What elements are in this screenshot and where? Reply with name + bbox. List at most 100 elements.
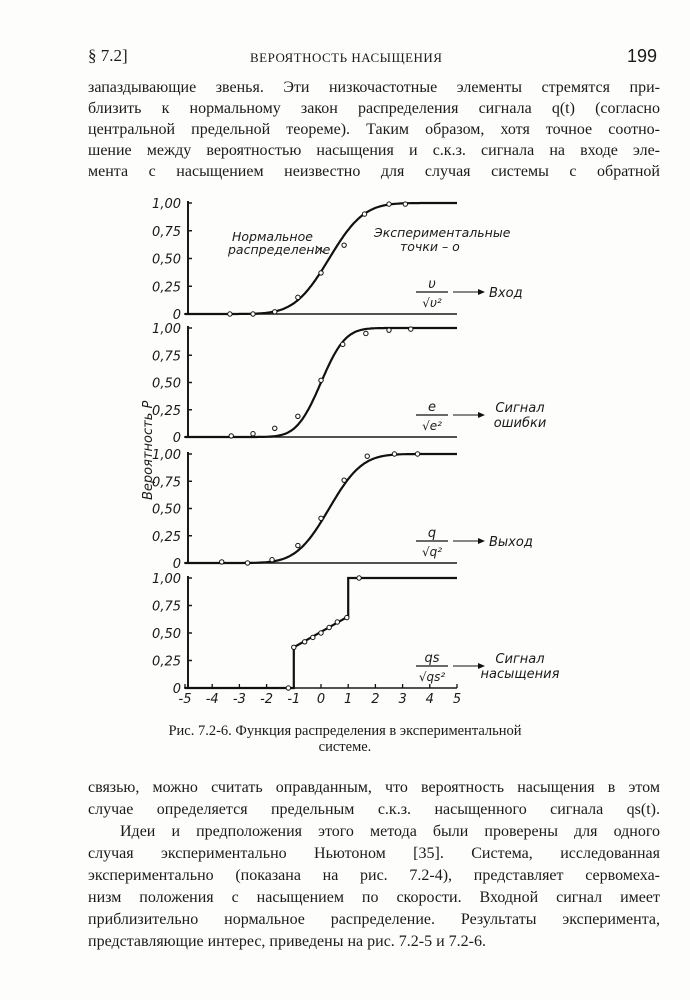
data-point [363, 330, 369, 337]
data-point [386, 201, 392, 207]
running-title: ВЕРОЯТНОСТЬ НАСЫЩЕНИЯ [250, 50, 443, 65]
text-line: запаздывающие звенья. Эти низкочастотные… [88, 79, 660, 96]
page-number: 199 [627, 46, 658, 66]
y-tick-label: 0,50 [152, 503, 181, 518]
curve-output [185, 452, 457, 565]
y-tick-label: 0,75 [152, 225, 181, 240]
text-line: экспериментально (показана на рис. 7.2-4… [88, 867, 660, 884]
data-point [386, 327, 392, 333]
y-tick-label: 0,50 [152, 253, 181, 268]
y-tick-label: 0,25 [152, 530, 181, 545]
x-tick-label: -3 [233, 692, 246, 707]
data-point [269, 557, 275, 563]
data-point [244, 560, 251, 566]
fraction-denominator: √q² [422, 545, 442, 559]
data-point [272, 425, 278, 431]
x-tick-label: 2 [371, 692, 379, 707]
data-point [310, 634, 316, 641]
data-point [408, 326, 414, 332]
x-tick-label: 0 [317, 692, 325, 707]
data-point [361, 211, 368, 217]
annotation-experimental: Экспериментальные [373, 225, 511, 240]
signal-label: насыщения [481, 667, 560, 682]
data-point [228, 433, 234, 439]
y-tick-label: 0 [173, 682, 181, 697]
signal-label: ошибки [494, 416, 547, 431]
fraction-numerator: υ [428, 277, 436, 292]
text-line: шение между вероятностью насыщения и с.к… [88, 142, 660, 159]
text-line: случае определяется предельным с.к.з. на… [88, 801, 660, 818]
annotation-normal: Нормальное [232, 229, 313, 244]
data-point [318, 630, 324, 636]
data-point [391, 451, 398, 457]
y-tick-label: 0 [173, 431, 181, 446]
data-point [318, 270, 324, 276]
y-tick-label: 0,50 [152, 627, 181, 642]
fraction-denominator: √υ² [422, 296, 442, 310]
data-point [334, 619, 341, 625]
data-point [250, 311, 256, 317]
arrow-head-icon [478, 412, 485, 418]
y-tick-label: 0 [173, 557, 181, 572]
text-line: мента с насыщением неизвестно для случая… [88, 163, 660, 180]
x-tick-label: 3 [398, 692, 406, 707]
data-point [295, 413, 301, 419]
annotation-experimental: точки – o [400, 239, 460, 254]
y-tick-label: 1,00 [152, 197, 181, 212]
signal-label: Сигнал [495, 652, 544, 667]
x-tick-label: -1 [287, 692, 300, 707]
y-tick-label: 0,75 [152, 475, 181, 490]
arrow-head-icon [478, 289, 485, 295]
y-tick-label: 1,00 [152, 572, 181, 587]
section-number: § 7.2] [88, 46, 128, 65]
data-point [301, 639, 308, 645]
text-line: представляющие интерес, приведены на рис… [88, 933, 487, 950]
x-tick-label: 4 [426, 692, 434, 707]
x-tick-label: 5 [453, 692, 461, 707]
data-point [341, 477, 347, 483]
data-point [285, 685, 292, 691]
data-point [291, 644, 297, 650]
arrow-head-icon [478, 538, 485, 544]
fraction-numerator: q [428, 526, 436, 541]
text-line: центральной предельной теореме). Таким о… [88, 121, 660, 138]
y-tick-label: 0,25 [152, 655, 181, 670]
text-line: связью, можно считать оправданным, что в… [88, 779, 660, 796]
text-line: приблизительно нормальное распределение.… [88, 911, 660, 928]
data-point [356, 575, 362, 581]
y-tick-label: 0 [173, 308, 181, 323]
x-tick-label: -4 [206, 692, 219, 707]
data-point [250, 431, 256, 437]
fraction-denominator: √e² [422, 419, 442, 433]
figure-caption: системе. [318, 739, 372, 755]
data-point [344, 614, 350, 621]
data-point [340, 341, 346, 348]
y-tick-label: 0,25 [152, 404, 181, 419]
data-point [341, 242, 347, 248]
y-tick-label: 1,00 [152, 322, 181, 337]
signal-label: Вход [489, 286, 523, 301]
data-point [364, 453, 370, 459]
y-tick-label: 0,75 [152, 600, 181, 615]
data-point [318, 515, 324, 522]
x-tick-label: -2 [260, 692, 273, 707]
y-axis-label: Вероятность P [141, 401, 156, 500]
data-point [295, 542, 301, 549]
x-tick-label: 1 [344, 692, 352, 707]
text-line: Идеи и предположения этого метода были п… [120, 823, 660, 840]
data-point [318, 377, 324, 384]
data-point [402, 201, 409, 207]
y-tick-label: 0,75 [152, 349, 181, 364]
figure-caption: Рис. 7.2-6. Функция распределения в эксп… [168, 723, 522, 739]
data-point [414, 451, 421, 457]
arrow-head-icon [478, 663, 485, 669]
fraction-denominator: √qs² [419, 670, 446, 684]
annotation-normal: распределение [227, 242, 331, 257]
fraction-numerator: qs [424, 651, 439, 666]
data-point [295, 294, 301, 301]
text-line: низм положения с насыщением по скорости.… [88, 889, 660, 906]
data-point [272, 309, 278, 315]
text-line: случая экспериментально Ньютоном [35]. С… [88, 845, 660, 862]
fraction-numerator: e [428, 400, 436, 415]
